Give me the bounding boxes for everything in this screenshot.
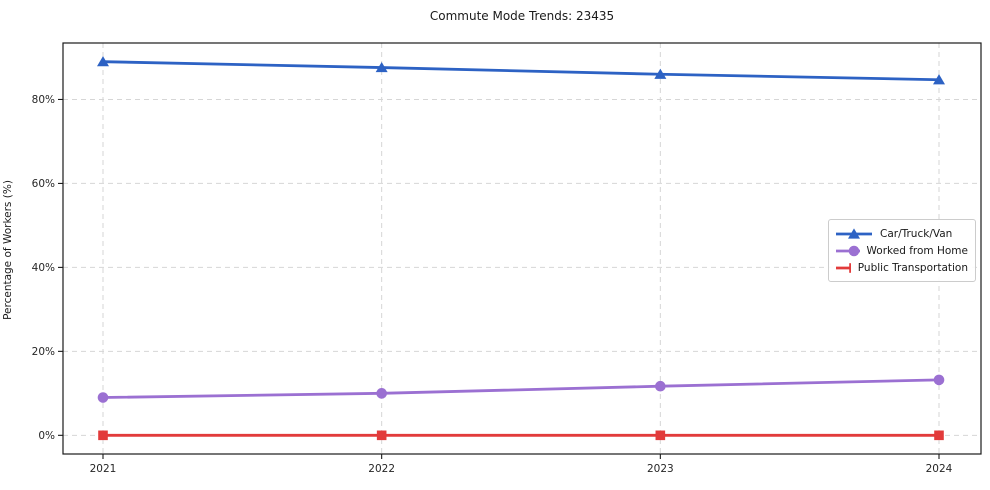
- triangle-marker: [654, 68, 667, 79]
- triangle-marker: [97, 56, 109, 67]
- axes-spines: [62, 42, 982, 455]
- x-tick-label: 2024: [926, 463, 953, 475]
- series-line-car-truck-van: [101, 60, 941, 82]
- series-line-worked-from-home: [101, 378, 941, 399]
- legend-label: Worked from Home: [866, 244, 968, 257]
- y-tick-label: 60%: [32, 178, 55, 190]
- x-tick-label: 2022: [368, 463, 395, 475]
- legend: Car/Truck/Van Worked from Home Public Tran…: [828, 219, 976, 282]
- legend-label: Public Transportation: [857, 261, 968, 274]
- legend-item: Public Transportation: [835, 259, 968, 276]
- y-tick-label: 0%: [38, 430, 55, 442]
- square-marker: [655, 430, 666, 441]
- circle-marker: [97, 392, 109, 403]
- circle-marker: [655, 380, 666, 392]
- legend-line-sample: [836, 227, 872, 239]
- square-marker: [98, 430, 108, 441]
- legend-item: Worked from Home: [835, 242, 968, 259]
- legend-line-sample: [836, 245, 860, 256]
- legend-line-sample: [836, 262, 851, 273]
- square-marker: [376, 430, 387, 441]
- circle-marker: [933, 374, 945, 386]
- legend-item: Car/Truck/Van: [835, 225, 968, 242]
- y-tick-label: 80%: [32, 94, 55, 106]
- triangle-marker: [848, 227, 860, 239]
- triangle-marker: [375, 61, 388, 73]
- circle-marker: [848, 245, 860, 256]
- x-tick-label: 2023: [647, 463, 674, 475]
- chart-title: Commute Mode Trends: 23435: [429, 9, 615, 23]
- triangle-marker: [933, 74, 945, 85]
- y-tick-label: 20%: [32, 346, 55, 358]
- square-marker: [934, 430, 944, 441]
- legend-label: Car/Truck/Van: [880, 227, 953, 240]
- x-tick-label: 2021: [90, 463, 117, 475]
- square-marker: [849, 262, 851, 273]
- y-tick-label: 40%: [32, 262, 55, 274]
- circle-marker: [376, 388, 387, 399]
